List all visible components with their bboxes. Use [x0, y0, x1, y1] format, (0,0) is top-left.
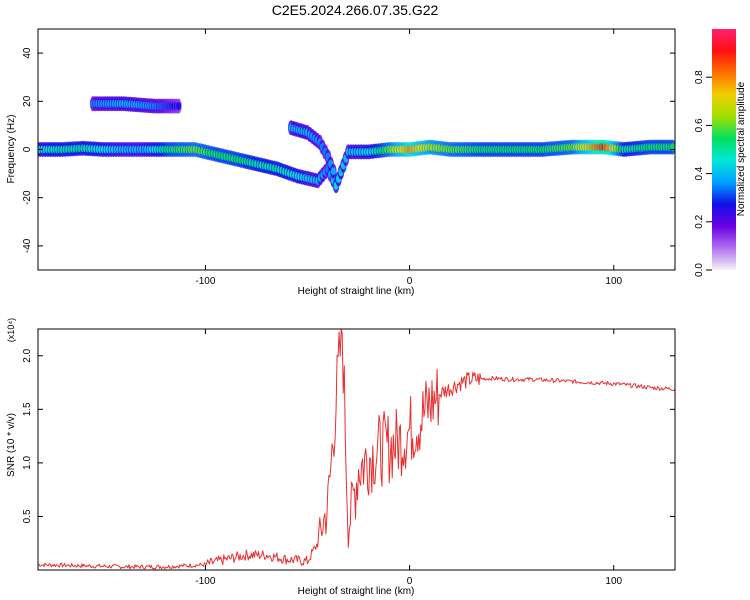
x-tick-label: 100	[605, 576, 622, 587]
colorbar-tick-label: 0.2	[694, 214, 705, 228]
chart-title: C2E5.2024.266.07.35.G22	[272, 2, 439, 18]
x-tick-label: -100	[195, 276, 215, 287]
branch-cell-core	[330, 167, 336, 176]
snr-x-ticks: -100 0 100	[195, 329, 623, 587]
spectrogram-panel: -100 0 100 -40 -20 0 20 40 Height of straight …	[6, 28, 676, 297]
snr-line	[37, 328, 676, 570]
spectrogram-y-ticks: -40 -20 0 20 40	[22, 47, 675, 253]
spectrogram-cells	[38, 96, 675, 194]
snr-frame-overlay	[37, 328, 676, 571]
x-tick-label: 100	[605, 276, 622, 287]
y-tick-label: 0.5	[22, 509, 33, 523]
snr-panel: -100 0 100 0.5 1.0 1.5 2.0 Height of straight…	[6, 318, 676, 597]
harmonic-cell-core	[175, 102, 182, 111]
colorbar-tick-label: 0.0	[694, 263, 705, 277]
colorbar-tick-label: 0.6	[694, 118, 705, 132]
y-tick-label: 1.5	[22, 402, 33, 416]
y-tick-label: 1.0	[22, 456, 33, 470]
spectrogram-heatmap	[38, 96, 675, 194]
colorbar-tick-label: 0.8	[694, 70, 705, 84]
colorbar: 0.0 0.2 0.4 0.6 0.8 Normalized spectral ampl…	[694, 29, 747, 277]
colorbar-tick-label: 0.4	[694, 166, 705, 180]
snr-frame	[37, 328, 676, 571]
colorbar-gradient	[712, 29, 736, 270]
colorbar-label: Normalized spectral amplitude	[736, 81, 747, 216]
spectrogram-x-ticks: -100 0 100	[195, 29, 623, 287]
y-tick-label: -40	[22, 238, 33, 253]
spectrogram-y-axis-label: Frequency (Hz)	[6, 115, 17, 184]
y-tick-label: 2.0	[22, 348, 33, 362]
x-tick-label: -100	[195, 576, 215, 587]
colorbar-ticks: 0.0 0.2 0.4 0.6 0.8	[694, 70, 712, 277]
y-tick-label: -20	[22, 190, 33, 205]
y-tick-label: 0	[22, 146, 33, 152]
snr-y-axis-label: SNR (10 * v/v)	[6, 413, 17, 477]
y-tick-label: 40	[22, 47, 33, 59]
x-tick-label: 0	[407, 576, 413, 587]
y-tick-label: 20	[22, 95, 33, 107]
snr-x-axis-label: Height of straight line (km)	[298, 586, 415, 597]
snr-y-ticks: 0.5 1.0 1.5 2.0	[22, 348, 675, 523]
snr-y-unit-label: (x10⁴)	[6, 318, 16, 342]
x-tick-label: 0	[407, 276, 413, 287]
spectrogram-x-axis-label: Height of straight line (km)	[298, 286, 415, 297]
